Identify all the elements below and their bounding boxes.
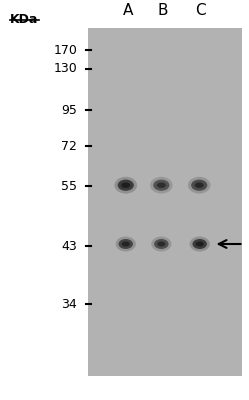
Ellipse shape bbox=[191, 180, 207, 191]
Bar bbox=[88, 28, 242, 376]
Ellipse shape bbox=[192, 239, 207, 249]
Ellipse shape bbox=[196, 242, 204, 246]
Text: 43: 43 bbox=[62, 240, 77, 252]
Text: 55: 55 bbox=[61, 180, 77, 192]
Ellipse shape bbox=[150, 177, 173, 194]
Ellipse shape bbox=[122, 242, 130, 246]
Text: B: B bbox=[158, 3, 168, 18]
Ellipse shape bbox=[116, 236, 136, 252]
Ellipse shape bbox=[121, 182, 130, 188]
Ellipse shape bbox=[157, 242, 165, 246]
Ellipse shape bbox=[119, 239, 133, 249]
Text: 34: 34 bbox=[62, 298, 77, 310]
Ellipse shape bbox=[151, 236, 172, 252]
Text: C: C bbox=[195, 3, 206, 18]
Ellipse shape bbox=[153, 180, 170, 191]
Ellipse shape bbox=[188, 177, 211, 194]
Ellipse shape bbox=[189, 236, 210, 252]
Text: KDa: KDa bbox=[10, 13, 38, 26]
Ellipse shape bbox=[195, 182, 204, 188]
Ellipse shape bbox=[115, 177, 137, 194]
Text: 130: 130 bbox=[54, 62, 77, 75]
Text: 72: 72 bbox=[61, 140, 77, 152]
Text: 95: 95 bbox=[61, 104, 77, 116]
Text: 170: 170 bbox=[53, 44, 77, 56]
Ellipse shape bbox=[118, 180, 134, 191]
Text: A: A bbox=[123, 3, 133, 18]
Ellipse shape bbox=[154, 239, 169, 249]
Ellipse shape bbox=[157, 182, 166, 188]
